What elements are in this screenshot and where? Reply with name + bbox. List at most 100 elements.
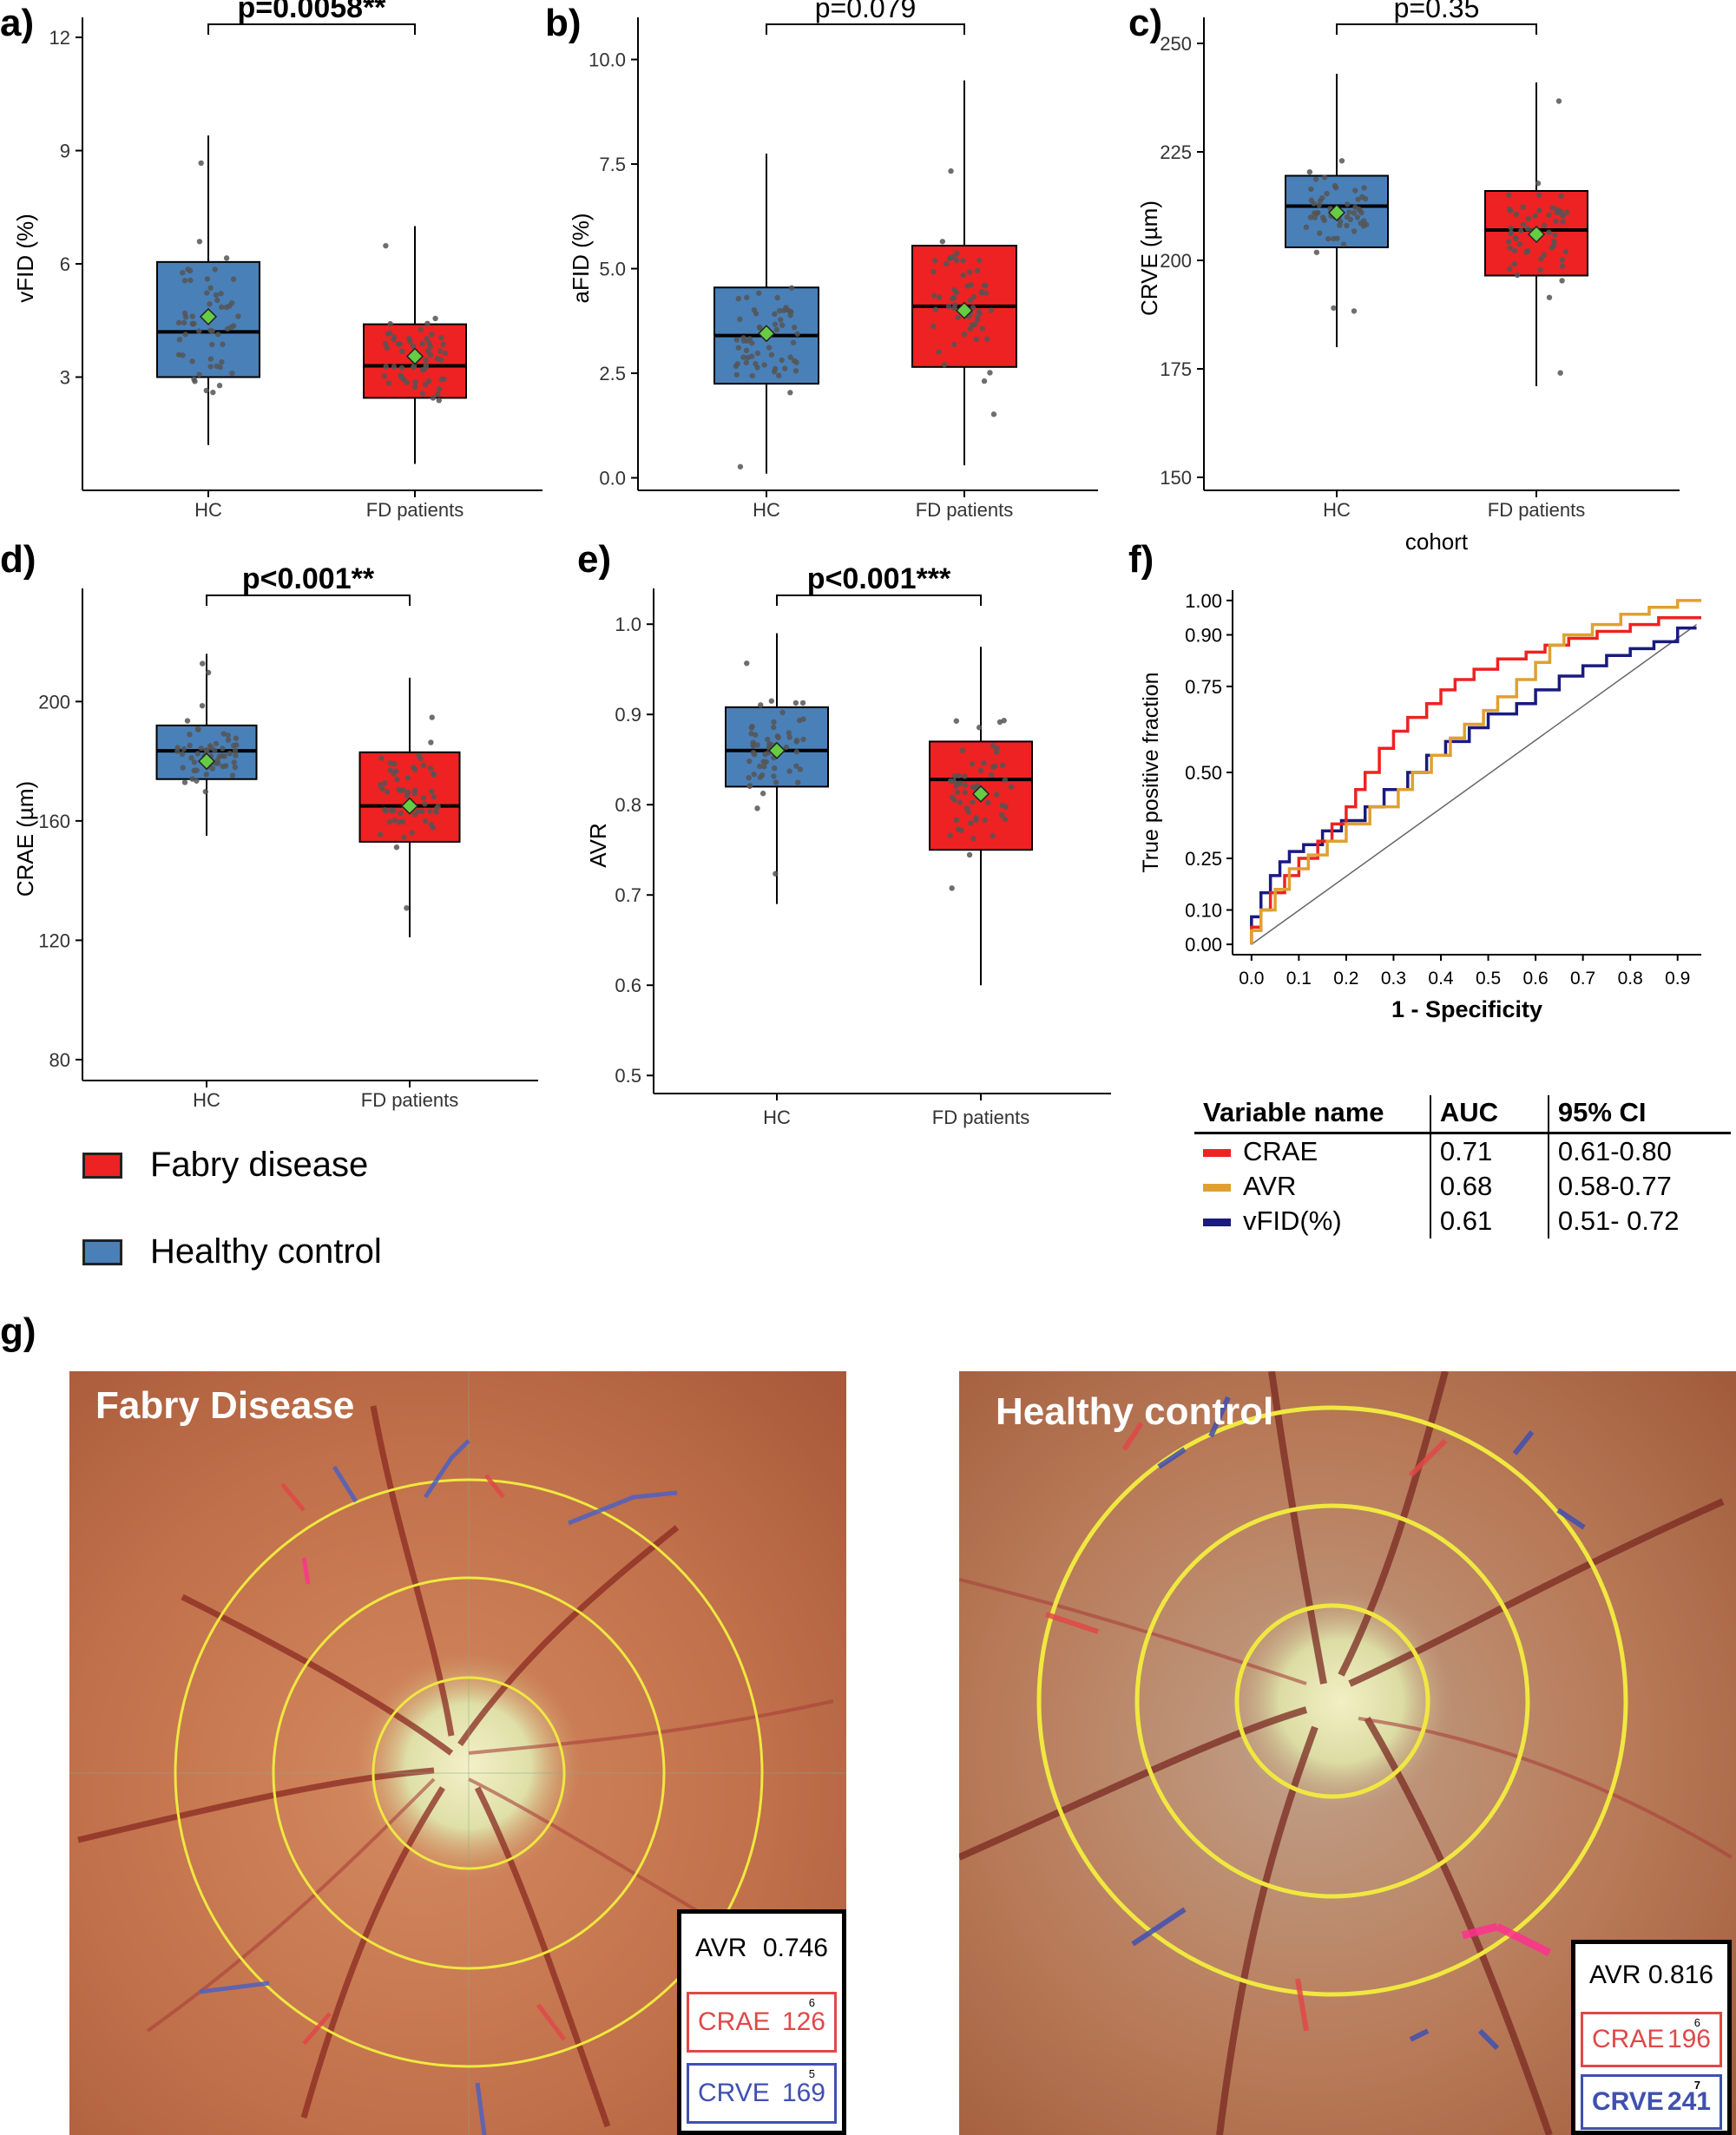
data-point [418,755,424,762]
data-point [947,832,953,838]
row-ci: 0.58-0.77 [1547,1169,1731,1204]
data-point [187,277,194,284]
data-point [181,319,187,326]
data-point [1518,227,1524,234]
row-auc: 0.61 [1429,1204,1549,1238]
data-point [772,311,778,318]
data-point [968,820,974,826]
data-point [787,390,793,396]
data-point [953,817,960,824]
panel-label-d: d) [0,538,36,581]
data-point [219,304,225,311]
avr-label: AVR [695,1934,747,1962]
data-point [1352,204,1358,211]
data-point [1524,226,1530,232]
fundus-title-healthy: Healthy control [996,1390,1274,1433]
line-swatch-avr [1203,1184,1231,1192]
data-point [939,239,946,245]
data-point [232,747,239,754]
data-point [757,325,763,332]
data-point [977,767,984,774]
y-tick-label: 2.5 [599,363,626,384]
data-point [1312,176,1319,182]
data-point [382,780,388,786]
data-point [189,313,195,319]
legend-item-fabry: Fabry disease [82,1146,368,1185]
data-point [191,320,197,327]
row-name: AVR [1243,1171,1297,1201]
data-point [189,358,195,365]
data-point [1338,158,1345,164]
table-header-ci: 95% CI [1547,1095,1731,1134]
data-point [1507,266,1513,273]
data-point [965,809,972,815]
data-point [1344,222,1350,229]
data-point [181,779,188,785]
data-point [740,335,746,341]
data-point [953,257,960,264]
data-point [196,371,202,378]
y-tick-label: 200 [38,691,70,713]
mean-marker [400,797,419,815]
data-point [1507,245,1513,251]
data-point [1312,214,1318,220]
data-point [743,347,750,354]
data-point [1324,190,1330,197]
data-point [210,389,216,396]
data-point [766,740,773,747]
data-point [735,295,741,302]
data-point [1546,229,1552,235]
data-point [780,307,787,313]
data-point [968,282,974,288]
data-point [401,834,407,841]
box [358,751,461,843]
data-point [213,292,220,299]
data-point [383,364,389,370]
data-point [1532,213,1538,219]
data-point [761,362,767,368]
data-point [404,775,411,781]
data-point [204,748,210,754]
crve-index: 5 [808,2067,815,2080]
significance-bracket [776,595,982,606]
data-point [1557,370,1563,376]
data-point [434,805,440,811]
data-point [229,772,236,778]
data-point [382,340,389,347]
data-point [733,371,740,378]
data-point [419,391,425,397]
data-point [1554,207,1560,213]
data-point [960,258,966,264]
data-point [427,765,434,772]
data-point [771,719,777,726]
data-point [930,268,937,275]
data-point [1559,257,1566,263]
crve-row: 5 CRVE 169 [687,2063,837,2124]
data-point [1541,222,1548,228]
data-point [973,336,979,343]
data-point [786,730,792,736]
data-point [429,332,435,338]
data-point [1331,305,1337,312]
data-point [967,297,974,304]
table-header-variable: Variable name [1194,1095,1430,1134]
data-point [790,339,797,345]
y-tick-label: 0.6 [615,975,641,996]
y-axis-label: AVR [585,823,611,868]
data-point [757,774,764,780]
box-plot-avr: 0.5 0.6 0.7 0.8 0.9 1.0 AVR HC FD patients p<0.00… [585,562,1111,1128]
row-name: CRAE [1243,1136,1318,1166]
y-tick-label: 175 [1160,358,1192,380]
data-point [207,356,214,362]
data-point [1553,218,1559,225]
data-point [791,358,798,364]
significance-bracket [1336,23,1537,35]
data-point [937,294,943,300]
data-point [393,844,400,851]
y-tick-label: 0.25 [1185,848,1222,870]
data-point [427,808,433,814]
data-point [743,359,749,366]
data-point [771,765,778,772]
data-point [1002,816,1009,823]
significance-bracket [206,595,411,606]
